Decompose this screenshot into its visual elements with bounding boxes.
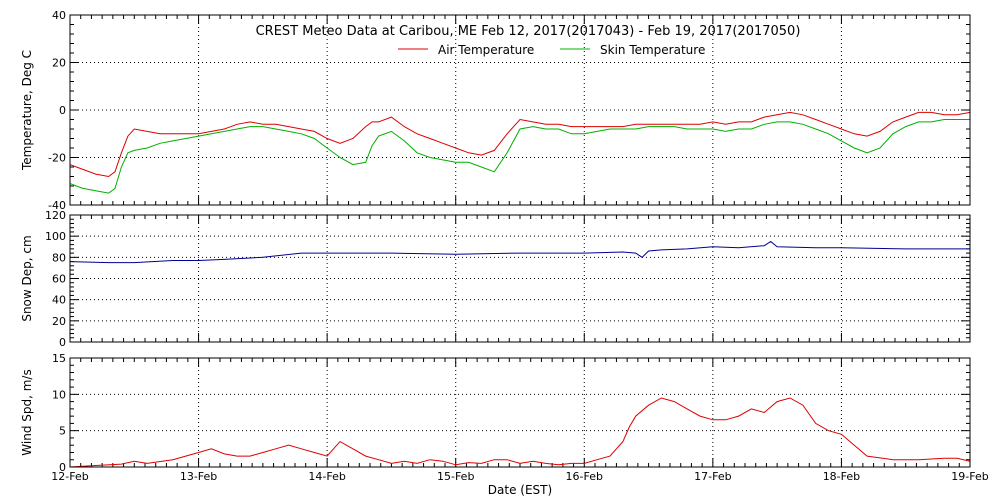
series-line-0-1: [70, 119, 970, 194]
wind-speed-panel: 0 5 10 15 Wind Spd, m/s 12-Feb 13-Feb 14-Feb 15-…: [20, 352, 989, 483]
y-tick-label: 120: [45, 209, 66, 222]
series-line-2-0: [70, 397, 970, 467]
y-tick-label: 20: [52, 315, 66, 328]
y-tick-label: 20: [52, 57, 66, 70]
x-tick-label: 13-Feb: [180, 470, 217, 483]
x-tick-label: 15-Feb: [437, 470, 474, 483]
snow-depth-panel: 0 20 40 60 80 100 120 Snow Dep, cm: [20, 209, 971, 349]
plot-frame: [69, 14, 971, 206]
y-tick-label: 0: [59, 104, 66, 117]
y-tick-label: -20: [48, 152, 66, 165]
y-tick-label: 0: [59, 461, 66, 474]
y-tick-label: 15: [52, 352, 66, 365]
chart-title: CREST Meteo Data at Caribou, ME Feb 12, …: [256, 24, 801, 39]
y-axis-label: Snow Dep, cm: [20, 235, 34, 321]
y-tick-label: 40: [52, 294, 66, 307]
series-line-0-0: [70, 111, 970, 178]
x-tick-label: 16-Feb: [566, 470, 603, 483]
x-tick-label: 18-Feb: [823, 470, 860, 483]
plot-frame: [69, 214, 971, 343]
legend-entry: Air Temperature: [438, 43, 534, 57]
plot-frame: [69, 357, 971, 468]
y-axis-label: Temperature, Deg C: [20, 50, 34, 171]
y-tick-label: 60: [52, 273, 66, 286]
x-tick-label: 17-Feb: [694, 470, 731, 483]
x-tick-label: 14-Feb: [308, 470, 345, 483]
y-tick-label: 80: [52, 251, 66, 264]
x-tick-label: 12-Feb: [51, 470, 88, 483]
y-tick-label: -40: [48, 199, 66, 212]
temperature-panel: -40 -20 0 20 40 Temperature, Deg C Air Tempera…: [20, 9, 971, 212]
y-tick-label: 5: [59, 425, 66, 438]
y-tick-label: 100: [45, 230, 66, 243]
y-tick-label: 10: [52, 388, 66, 401]
series-line-1-0: [70, 240, 970, 264]
legend-entry: Skin Temperature: [600, 43, 705, 57]
y-tick-label: 0: [59, 336, 66, 349]
y-tick-label: 40: [52, 9, 66, 22]
x-axis-label: Date (EST): [488, 483, 552, 497]
y-axis-label: Wind Spd, m/s: [20, 369, 34, 455]
x-tick-label: 19-Feb: [951, 470, 988, 483]
